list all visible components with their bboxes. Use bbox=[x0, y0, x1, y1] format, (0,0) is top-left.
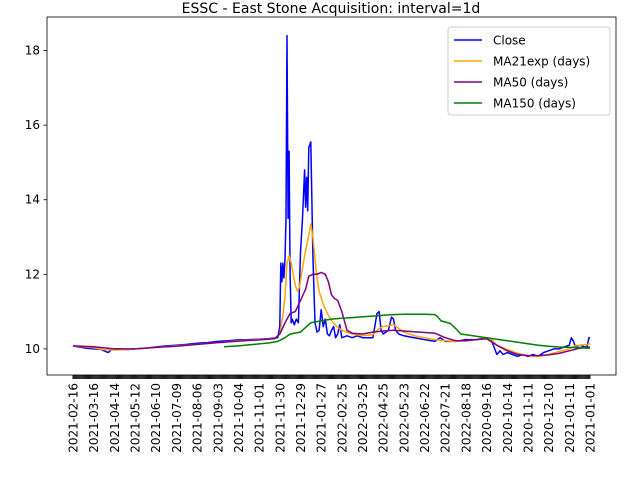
series-line-3 bbox=[72, 271, 591, 357]
x-tick-label: 2021-01-11 bbox=[563, 383, 577, 453]
x-tick-label: 2021-02-16 bbox=[67, 383, 81, 453]
chart-title: ESSC - East Stone Acquisition: interval=… bbox=[182, 1, 481, 17]
legend: Close MA21exp (days) MA50 (days) MA150 (day… bbox=[447, 26, 611, 116]
y-tick-label: 14 bbox=[25, 193, 40, 207]
x-tick-label: 2021-10-04 bbox=[232, 383, 246, 453]
x-tick-label: 2021-04-14 bbox=[108, 383, 122, 453]
y-tick-label: 12 bbox=[25, 267, 40, 281]
legend-label: MA21exp (days) bbox=[493, 55, 590, 69]
x-tick-label: 2021-05-12 bbox=[129, 383, 143, 453]
legend-label: MA50 (days) bbox=[493, 76, 568, 90]
x-tick-label: 2021-12-29 bbox=[294, 383, 308, 453]
legend-label: MA150 (days) bbox=[493, 97, 576, 111]
y-tick-label: 18 bbox=[25, 44, 40, 58]
x-tick-label: 2022-06-22 bbox=[418, 383, 432, 453]
y-tick-label: 16 bbox=[25, 118, 40, 132]
x-tick-label: 2020-10-14 bbox=[501, 383, 515, 453]
x-tick-label: 2022-02-25 bbox=[335, 383, 349, 453]
series-line-2 bbox=[72, 223, 591, 358]
x-tick-label: 2022-08-18 bbox=[459, 383, 473, 453]
x-tick-label: 2021-07-09 bbox=[170, 383, 184, 453]
x-tick-label: 2022-05-23 bbox=[397, 383, 411, 453]
x-tick-label: 2022-07-21 bbox=[439, 383, 453, 453]
x-tick-label: 2021-11-01 bbox=[253, 383, 267, 453]
x-tick-label: 2021-06-10 bbox=[149, 383, 163, 453]
series-line-1 bbox=[72, 34, 590, 358]
x-tick-label: 2021-01-01 bbox=[584, 383, 598, 453]
legend-label: Close bbox=[493, 34, 526, 48]
x-tick-label: 2021-08-06 bbox=[191, 383, 205, 453]
x-tick-label: 2020-09-16 bbox=[480, 383, 494, 453]
x-tick-label: 2021-03-16 bbox=[87, 383, 101, 453]
series-line-4 bbox=[223, 313, 591, 349]
x-tick-label: 2022-04-25 bbox=[377, 383, 391, 453]
y-axis: 10 12 14 16 18 bbox=[25, 44, 47, 356]
x-tick-label: 2021-09-03 bbox=[211, 383, 225, 453]
x-tick-label: 2020-12-10 bbox=[542, 383, 556, 453]
legend-box bbox=[447, 26, 611, 116]
x-axis: 2021-02-16 2021-03-16 2021-04-14 2021-05-12… bbox=[67, 375, 598, 453]
x-minor-ticks bbox=[72, 375, 591, 379]
y-tick-label: 10 bbox=[25, 342, 40, 356]
x-tick-label: 2020-11-11 bbox=[522, 383, 536, 453]
x-tick-label: 2022-03-25 bbox=[356, 383, 370, 453]
x-tick-label: 2021-11-30 bbox=[273, 383, 287, 453]
x-tick-label: 2021-01-27 bbox=[315, 383, 329, 453]
